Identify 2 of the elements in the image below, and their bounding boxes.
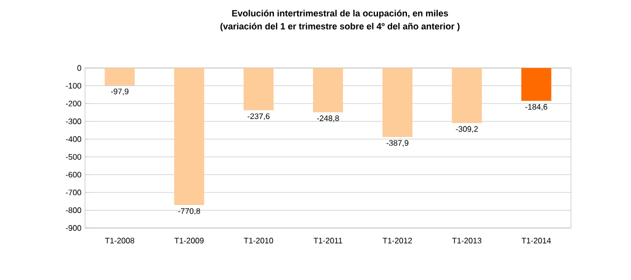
- chart-title: Evolución intertrimestral de la ocupación, en miles: [232, 10, 448, 18]
- chart-subtitle: (variación del 1 er trimestre sobre el 4º del año anterior ): [220, 22, 460, 32]
